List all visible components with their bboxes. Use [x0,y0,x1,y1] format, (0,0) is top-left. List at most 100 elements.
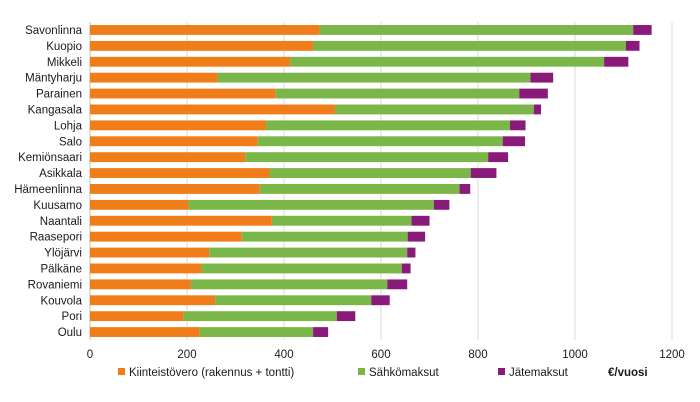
category-label: Kuopio [46,41,82,53]
category-label: Kangasala [28,104,83,116]
bar-segment [269,168,471,178]
category-label: Kemiönsaari [18,152,82,164]
bar-segment [201,263,402,274]
bar-segment [266,120,511,131]
bar-segment [625,40,640,51]
bar-segment [90,136,258,147]
legend-swatch [118,368,125,375]
bar-segment [604,56,629,67]
bar-segment [275,88,520,99]
bar-segment [470,168,497,178]
legend-label: Kiinteistövero (rakennus + tontti) [129,367,294,379]
bar-segment [488,152,509,163]
legend-label: Jätemaksut [509,367,569,379]
x-tick-label: 1200 [659,349,685,361]
gridlines [89,22,673,340]
x-tick-label: 600 [371,349,390,361]
legend-swatch [358,368,365,375]
bar-segment [90,25,320,35]
x-tick-label: 400 [274,349,293,361]
category-label: Ylöjärvi [44,248,82,260]
bar-segment [313,40,626,51]
x-tick-label: 1000 [562,349,588,361]
bar-segment [90,295,216,306]
bar-segment [259,184,460,194]
bar-segment [199,327,314,337]
bar-segment [241,231,408,242]
bar-segment [533,104,542,115]
bar-segment [90,247,210,258]
category-label: Rovaniemi [28,279,82,291]
bars [90,25,652,337]
bar-segment [188,199,434,210]
bar-segment [90,311,184,322]
bar-segment [257,136,503,147]
bar-segment [336,311,356,322]
category-label: Savonlinna [25,25,83,37]
bar-segment [407,247,416,258]
legend: Kiinteistövero (rakennus + tontti) Sähköm… [118,367,569,379]
bar-segment [271,215,412,226]
bar-segment [90,231,242,242]
bar-segment [90,327,200,337]
category-labels: Savonlinna Kuopio Mikkeli Mäntyharju Paraine… [14,25,82,339]
bar-segment [371,295,390,306]
bar-segment [90,56,291,67]
category-label: Parainen [36,89,82,101]
legend-label: Sähkömaksut [369,367,439,379]
category-label: Mäntyharju [25,73,82,85]
bar-segment [90,88,276,99]
bar-segment [190,279,388,290]
bar-segment [633,25,652,35]
bar-segment [387,279,408,290]
bar-segment [433,199,450,210]
bar-segment [519,88,548,99]
x-tick-label: 200 [177,349,196,361]
bar-segment [90,104,335,115]
bar-segment [90,199,189,210]
bar-segment [215,295,372,306]
category-label: Salo [59,136,82,148]
bar-segment [183,311,337,322]
bar-segment [401,263,411,274]
bar-segment [411,215,430,226]
bar-segment [90,152,246,163]
bar-segment [90,263,202,274]
bar-segment [290,56,605,67]
bar-segment [334,104,534,115]
category-label: Kuusamo [33,200,82,212]
bar-segment [90,215,272,226]
bar-segment [530,72,554,83]
bar-segment [217,72,531,83]
x-unit-label: €/vuosi [608,367,648,379]
x-tick-label: 800 [468,349,487,361]
category-label: Asikkala [39,168,82,180]
bar-segment [90,279,191,290]
bar-segment [90,40,314,51]
bar-segment [90,184,260,194]
category-label: Naantali [40,216,82,228]
bar-segment [313,327,329,337]
bar-segment [90,168,270,178]
bar-segment [502,136,526,147]
bar-segment [90,120,267,131]
legend-swatch [498,368,505,375]
x-tick-labels: 0 200 400 600 800 1000 1200 [87,349,685,361]
category-label: Lohja [54,120,83,132]
bar-segment [209,247,408,258]
category-label: Kouvola [40,295,82,307]
category-label: Hämeenlinna [14,184,82,196]
category-label: Mikkeli [47,57,82,69]
category-label: Oulu [58,327,82,339]
bar-segment [459,184,471,194]
category-label: Raasepori [30,232,82,244]
category-label: Pälkäne [40,263,82,275]
bar-segment [90,72,218,83]
x-tick-label: 0 [87,349,93,361]
bar-segment [245,152,489,163]
bar-segment [319,25,634,35]
bar-segment [407,231,426,242]
bar-segment [510,120,526,131]
category-label: Pori [62,311,82,323]
